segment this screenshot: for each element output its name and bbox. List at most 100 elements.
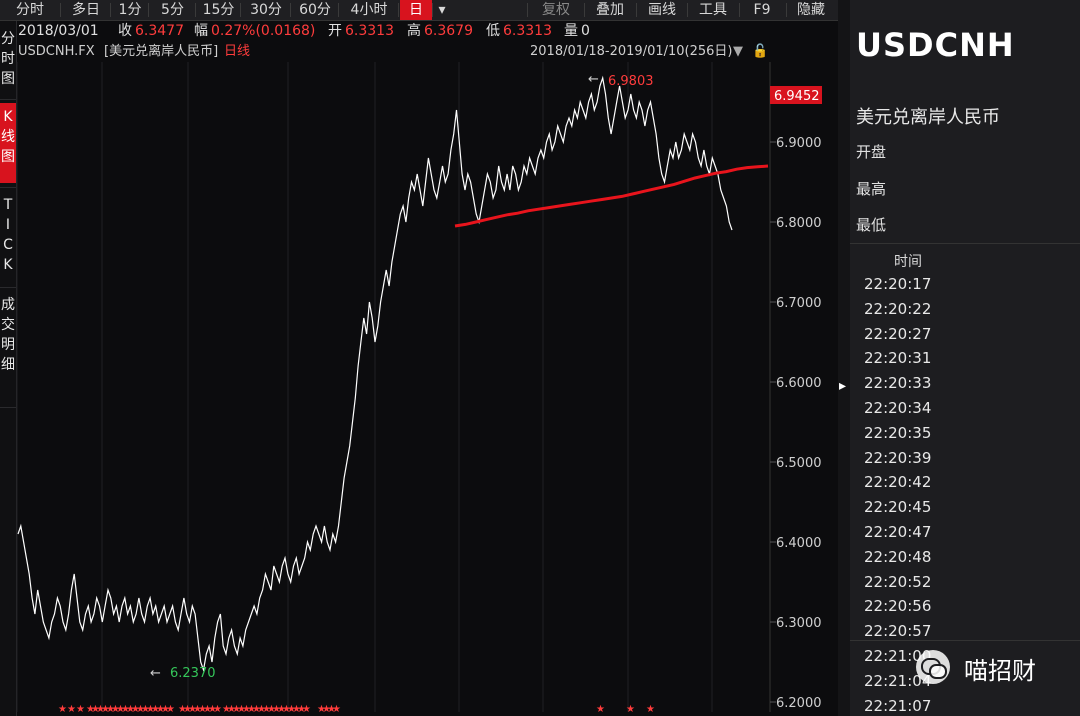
wechat-icon [916, 650, 950, 684]
view-tab-3[interactable]: 成 交 明 细 [1, 297, 15, 373]
signal-star-marker: ★ [282, 704, 291, 715]
tick-time-row: 22:20:47 [864, 523, 932, 541]
tick-time-row: 22:21:04 [864, 671, 932, 690]
tool-button-4[interactable]: F9 [753, 2, 771, 18]
period-tab-7[interactable]: 4小时 [350, 2, 388, 18]
tool-button-1[interactable]: 叠加 [596, 2, 624, 18]
moving-average-line [454, 164, 769, 228]
signal-star-marker: ★ [131, 704, 140, 715]
signal-star-marker: ★ [272, 704, 281, 715]
view-tab-divider [0, 187, 16, 188]
tick-time-row: 22:20:52 [864, 572, 932, 591]
tick-time-row: 22:21:07 [864, 696, 932, 715]
tool-button-5[interactable]: 隐藏 [797, 2, 825, 18]
signal-star-marker: ★ [193, 704, 202, 715]
period-tab-0[interactable]: 分时 [16, 2, 44, 18]
signal-star-marker: ★ [332, 704, 341, 715]
watermark-text: 喵招财 [964, 657, 1036, 685]
info-low-value: 6.3313 [503, 23, 552, 39]
signal-star-marker: ★ [242, 704, 251, 715]
signal-star-marker: ★ [116, 704, 125, 715]
tick-time-row: 22:20:48 [864, 547, 932, 566]
range-dropdown-icon[interactable]: ▼ [733, 44, 743, 59]
view-tab-1[interactable]: K 线 图 [0, 103, 16, 183]
signal-star-marker: ★ [317, 704, 326, 715]
tab-separator [240, 3, 241, 17]
tick-time-row: 22:20:45 [864, 498, 932, 517]
signal-star-marker: ★ [146, 704, 155, 715]
period-tab-5[interactable]: 30分 [250, 2, 282, 18]
tab-separator [110, 3, 111, 17]
info-close-label: 收 [118, 23, 132, 39]
period-tab-2[interactable]: 1分 [118, 2, 142, 18]
tab-separator [636, 3, 637, 17]
info-change-value: 0.27%(0.0168) [211, 23, 316, 39]
panel-low-label: 最低 [856, 216, 887, 234]
y-tick-label: 6.6000 [776, 376, 822, 391]
period-toolbar: 分时 多日 1分 5分 15分 30分 60分 4小时日 ▾ 复权 叠加 画线 工具 F9 隐藏 [0, 0, 838, 21]
tab-separator [60, 3, 61, 17]
panel-instrument-name: 美元兑离岸人民币 [856, 107, 1000, 128]
time-list-divider [850, 640, 1080, 641]
period-tab-1[interactable]: 多日 [72, 2, 100, 18]
tick-time-row: 22:20:34 [864, 399, 932, 417]
signal-star-marker: ★ [111, 704, 120, 715]
signal-star-marker: ★ [327, 704, 336, 715]
lock-icon[interactable]: 🔓 [752, 44, 769, 59]
quote-info-bar: 2018/03/01 收 6.3477 幅 0.27%(0.0168) 开 6.… [0, 21, 838, 41]
period-tab-6[interactable]: 60分 [299, 2, 331, 18]
info-close-value: 6.3477 [135, 23, 184, 39]
time-column-header: 时间 [894, 254, 922, 270]
panel-separator [850, 243, 1080, 244]
signal-star-marker: ★ [76, 704, 85, 715]
period-tab-3[interactable]: 5分 [161, 2, 184, 18]
chart-date-range: 2018/01/18-2019/01/10(256日) [530, 44, 733, 59]
tab-separator [290, 3, 291, 17]
period-tab-8[interactable]: 日 [400, 0, 432, 20]
signal-star-marker: ★ [101, 704, 110, 715]
tab-separator [148, 3, 149, 17]
chart-plot-area [17, 62, 770, 712]
price-chart[interactable]: 6.2000 6.3000 6.4000 6.5000 6.6000 6.7000 6.80… [0, 0, 838, 716]
signal-star-marker: ★ [213, 704, 222, 715]
period-tab-4[interactable]: 15分 [202, 2, 235, 18]
view-tab-2[interactable]: T I C K [3, 197, 13, 273]
signal-star-marker: ★ [267, 704, 276, 715]
signal-star-marker: ★ [141, 704, 150, 715]
tick-time-row: 22:20:42 [864, 473, 932, 492]
info-open-label: 开 [328, 23, 342, 39]
tick-time-row: 22:20:35 [864, 423, 932, 442]
collapse-panel-icon[interactable]: ▸ [839, 378, 847, 394]
signal-star-marker: ★ [596, 704, 605, 715]
signal-star-marker: ★ [58, 704, 67, 715]
panel-high-label: 最高 [856, 180, 887, 198]
watermark: 喵招财 [916, 644, 1066, 690]
tick-time-row: 22:20:33 [864, 374, 932, 393]
tab-separator [338, 3, 339, 17]
tab-separator [739, 3, 740, 17]
info-high-value: 6.3679 [424, 23, 473, 39]
tab-separator [584, 3, 585, 17]
signal-star-marker: ★ [106, 704, 115, 715]
signal-star-marker: ★ [203, 704, 212, 715]
view-tab-divider [0, 287, 16, 288]
signal-star-marker: ★ [166, 704, 175, 715]
tool-button-3[interactable]: 工具 [699, 2, 727, 18]
info-low-label: 低 [486, 23, 500, 39]
signal-star-marker: ★ [183, 704, 192, 715]
max-price-label: 6.9803 [608, 74, 654, 89]
info-date: 2018/03/01 [18, 23, 99, 39]
signal-star-marker: ★ [126, 704, 135, 715]
view-tab-0[interactable]: 分 时 图 [1, 31, 15, 87]
signal-star-marker: ★ [626, 704, 635, 715]
period-dropdown-icon[interactable]: ▾ [438, 2, 446, 18]
info-change-label: 幅 [194, 23, 208, 39]
signal-star-marker: ★ [178, 704, 187, 715]
y-tick-label: 6.4000 [776, 536, 822, 551]
tool-button-0[interactable]: 复权 [542, 2, 570, 18]
tool-button-2[interactable]: 画线 [648, 2, 676, 18]
signal-star-marker: ★ [262, 704, 271, 715]
signal-star-marker: ★ [322, 704, 331, 715]
quote-panel: USDCNH 美元兑离岸人民币 开盘 最高 最低 时间 22:20:17 22:2… [850, 0, 1080, 716]
signal-star-marker: ★ [646, 704, 655, 715]
